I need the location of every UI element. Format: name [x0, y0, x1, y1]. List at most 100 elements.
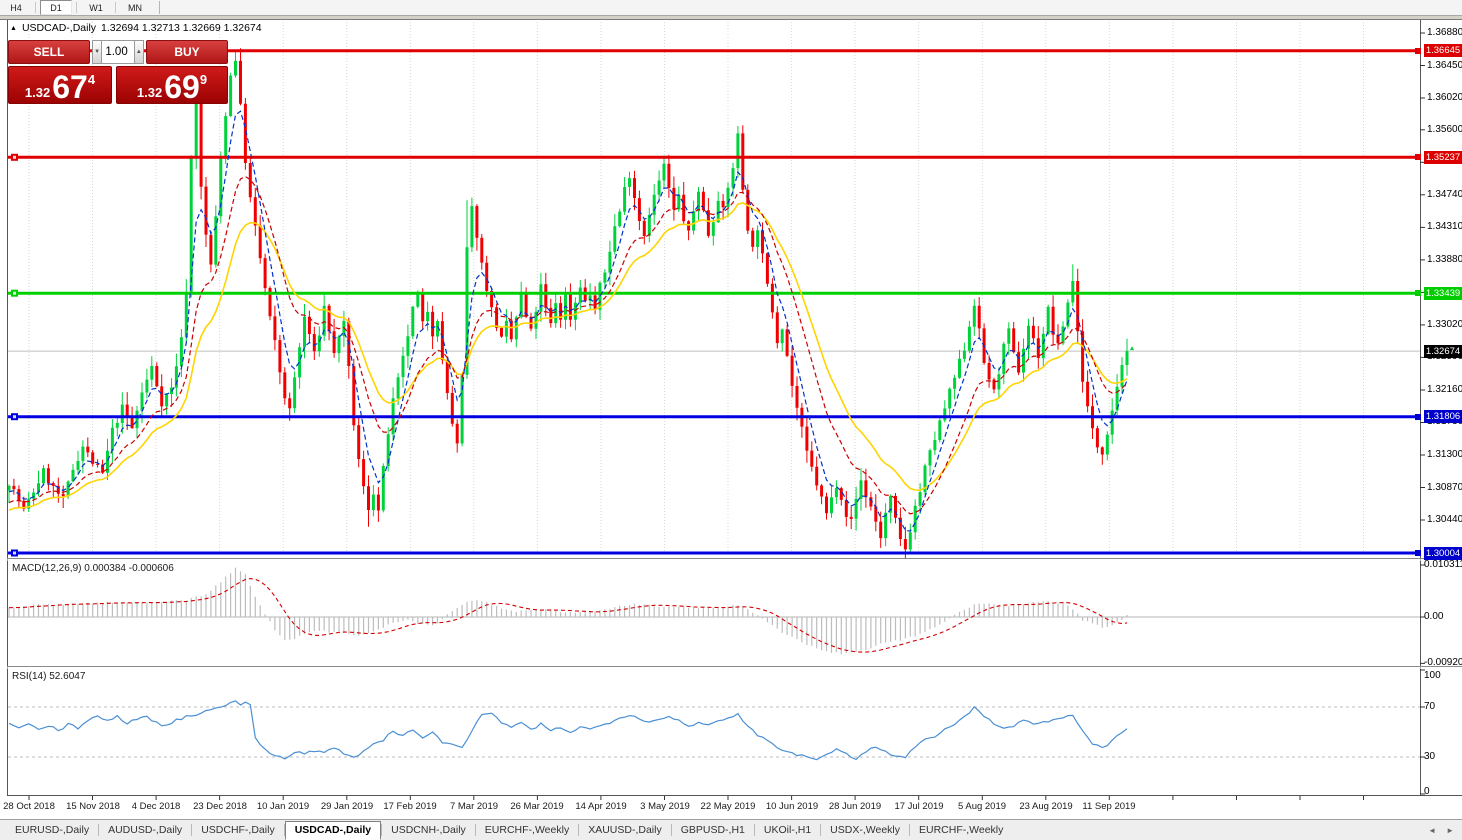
tab-separator — [474, 824, 476, 836]
price-level-badge: 1.32674 — [1424, 345, 1462, 358]
price-tick-label: 1.36880 — [1427, 27, 1462, 38]
date-axis-label: 14 Apr 2019 — [575, 801, 627, 812]
sell-price-pip-digit: 4 — [87, 72, 96, 87]
toolbar-separator — [35, 2, 36, 13]
tab-eurusd-daily[interactable]: EURUSD-,Daily — [15, 824, 90, 836]
tab-scroll-left-icon[interactable]: ◄ — [1428, 825, 1437, 835]
date-axis-label: 15 Nov 2018 — [66, 801, 120, 812]
tab-usdcad-daily[interactable]: USDCAD-,Daily — [284, 820, 382, 840]
sell-price-big-digits: 67 — [52, 69, 88, 105]
toolbar-separator — [159, 1, 160, 14]
price-level-badge: 1.33439 — [1424, 287, 1462, 300]
toolbar-separator — [115, 2, 116, 13]
macd-main-value: 0.000384 — [84, 563, 126, 574]
date-axis-label: 10 Jan 2019 — [256, 801, 310, 812]
buy-price-prefix: 1.32 — [136, 85, 163, 100]
volume-increase-button[interactable]: ▲ — [133, 40, 145, 64]
tab-separator — [578, 824, 580, 836]
tab-eurchf-weekly[interactable]: EURCHF-,Weekly — [484, 824, 570, 836]
tab-separator — [753, 824, 755, 836]
date-axis-label: 10 Jun 2019 — [765, 801, 819, 812]
price-tick-label: 1.34310 — [1427, 221, 1462, 232]
sell-price-box[interactable]: 1.32 67 4 — [8, 66, 112, 104]
one-click-trade-panel: SELL ▼ ▲ BUY 1.32 67 4 1.32 69 9 — [8, 40, 228, 104]
date-axis-label: 17 Feb 2019 — [383, 801, 437, 812]
price-tick-label: 1.34740 — [1427, 189, 1462, 200]
buy-price-big-digits: 69 — [164, 69, 200, 105]
tab-separator — [909, 824, 910, 836]
date-axis-label: 28 Jun 2019 — [828, 801, 882, 812]
date-axis-label: 23 Aug 2019 — [1019, 801, 1073, 812]
timeframe-mn-button[interactable]: MN — [128, 2, 142, 13]
price-level-badge: 1.31806 — [1424, 410, 1462, 423]
rsi-name: RSI(14) — [12, 671, 47, 682]
macd-axis-label: -0.009203 — [1424, 657, 1462, 668]
date-axis-label: 11 Sep 2019 — [1082, 801, 1136, 812]
date-axis-label: 22 May 2019 — [700, 801, 756, 812]
price-tick-label: 1.35600 — [1427, 124, 1462, 135]
tab-ukoil-h1[interactable]: UKOil-,H1 — [763, 824, 812, 836]
level-axis-marker — [1415, 48, 1421, 54]
date-axis-label: 29 Jan 2019 — [320, 801, 374, 812]
macd-signal-value: -0.000606 — [128, 563, 174, 574]
buy-button[interactable]: BUY — [146, 40, 228, 64]
price-tick-label: 1.33020 — [1427, 319, 1462, 330]
chart-symbol-label: USDCAD-,Daily — [21, 22, 97, 34]
price-tick-label: 1.31300 — [1427, 449, 1462, 460]
tab-scroll-right-icon[interactable]: ► — [1446, 825, 1454, 835]
timeframe-w1-button[interactable]: W1 — [89, 2, 103, 13]
price-level-badge: 1.35237 — [1424, 151, 1462, 164]
volume-stepper: ▼ ▲ — [92, 40, 145, 64]
tab-separator — [670, 824, 672, 836]
price-tick-label: 1.36020 — [1427, 92, 1462, 103]
tab-separator — [191, 824, 193, 836]
rsi-axis-label: 70 — [1424, 701, 1436, 712]
date-axis-label: 28 Oct 2018 — [3, 801, 55, 812]
level-axis-marker — [1415, 154, 1421, 160]
sell-button[interactable]: SELL — [8, 40, 90, 64]
rsi-axis-label: 0 — [1424, 786, 1430, 797]
volume-decrease-button[interactable]: ▼ — [92, 40, 103, 64]
date-axis-label: 26 Mar 2019 — [510, 801, 564, 812]
tab-usdchf-daily[interactable]: USDCHF-,Daily — [201, 824, 275, 836]
tab-separator — [381, 824, 383, 836]
rsi-axis-label: 30 — [1424, 751, 1436, 762]
tab-separator — [283, 824, 285, 836]
timeframe-d1-button[interactable]: D1 — [40, 0, 72, 15]
buy-price-box[interactable]: 1.32 69 9 — [116, 66, 228, 104]
tab-usdx-weekly[interactable]: USDX-,Weekly — [830, 824, 900, 836]
volume-input[interactable] — [102, 40, 134, 64]
chart-tab-bar: EURUSD-,Daily AUDUSD-,Daily USDCHF-,Daily U… — [0, 819, 1462, 840]
rsi-axis-label: 100 — [1424, 670, 1441, 681]
tab-gbpusd-h1[interactable]: GBPUSD-,H1 — [680, 824, 745, 836]
timeframe-h4-button[interactable]: H4 — [10, 2, 22, 13]
date-axis-label: 4 Dec 2018 — [131, 801, 181, 812]
price-tick-label: 1.33880 — [1427, 254, 1462, 265]
macd-indicator-label: MACD(12,26,9) 0.000384 -0.000606 — [12, 563, 174, 574]
price-level-badge: 1.30004 — [1424, 547, 1462, 560]
date-axis-label: 23 Dec 2018 — [193, 801, 247, 812]
macd-axis-label: 0.010311 — [1424, 559, 1462, 570]
window-gap-strip — [0, 16, 1462, 19]
price-tick-label: 1.30440 — [1427, 514, 1462, 525]
tab-scroll-arrows: ◄ ► — [1428, 826, 1454, 835]
tab-xauusd-daily[interactable]: XAUUSD-,Daily — [588, 824, 662, 836]
rsi-value: 52.6047 — [49, 671, 86, 682]
toolbar-separator — [76, 2, 77, 13]
tab-audusd-daily[interactable]: AUDUSD-,Daily — [108, 824, 183, 836]
price-level-badge: 1.36645 — [1424, 44, 1462, 57]
price-tick-label: 1.30870 — [1427, 482, 1462, 493]
rsi-indicator-label: RSI(14) 52.6047 — [12, 671, 85, 682]
tab-eurchf-weekly[interactable]: EURCHF-,Weekly — [919, 824, 1004, 836]
tab-usdcnh-daily[interactable]: USDCNH-,Daily — [391, 824, 466, 836]
date-axis-label: 5 Aug 2019 — [957, 801, 1007, 812]
chart-title: ▲ USDCAD-,Daily 1.32694 1.32713 1.32669 … — [10, 22, 262, 34]
level-axis-marker — [1415, 290, 1421, 296]
buy-price-pip-digit: 9 — [199, 72, 208, 87]
macd-axis-label: 0.00 — [1424, 611, 1444, 622]
level-axis-marker — [1415, 414, 1421, 420]
tab-separator — [820, 824, 822, 836]
date-axis-label: 7 Mar 2019 — [449, 801, 499, 812]
collapse-triangle-icon[interactable]: ▲ — [10, 24, 17, 32]
